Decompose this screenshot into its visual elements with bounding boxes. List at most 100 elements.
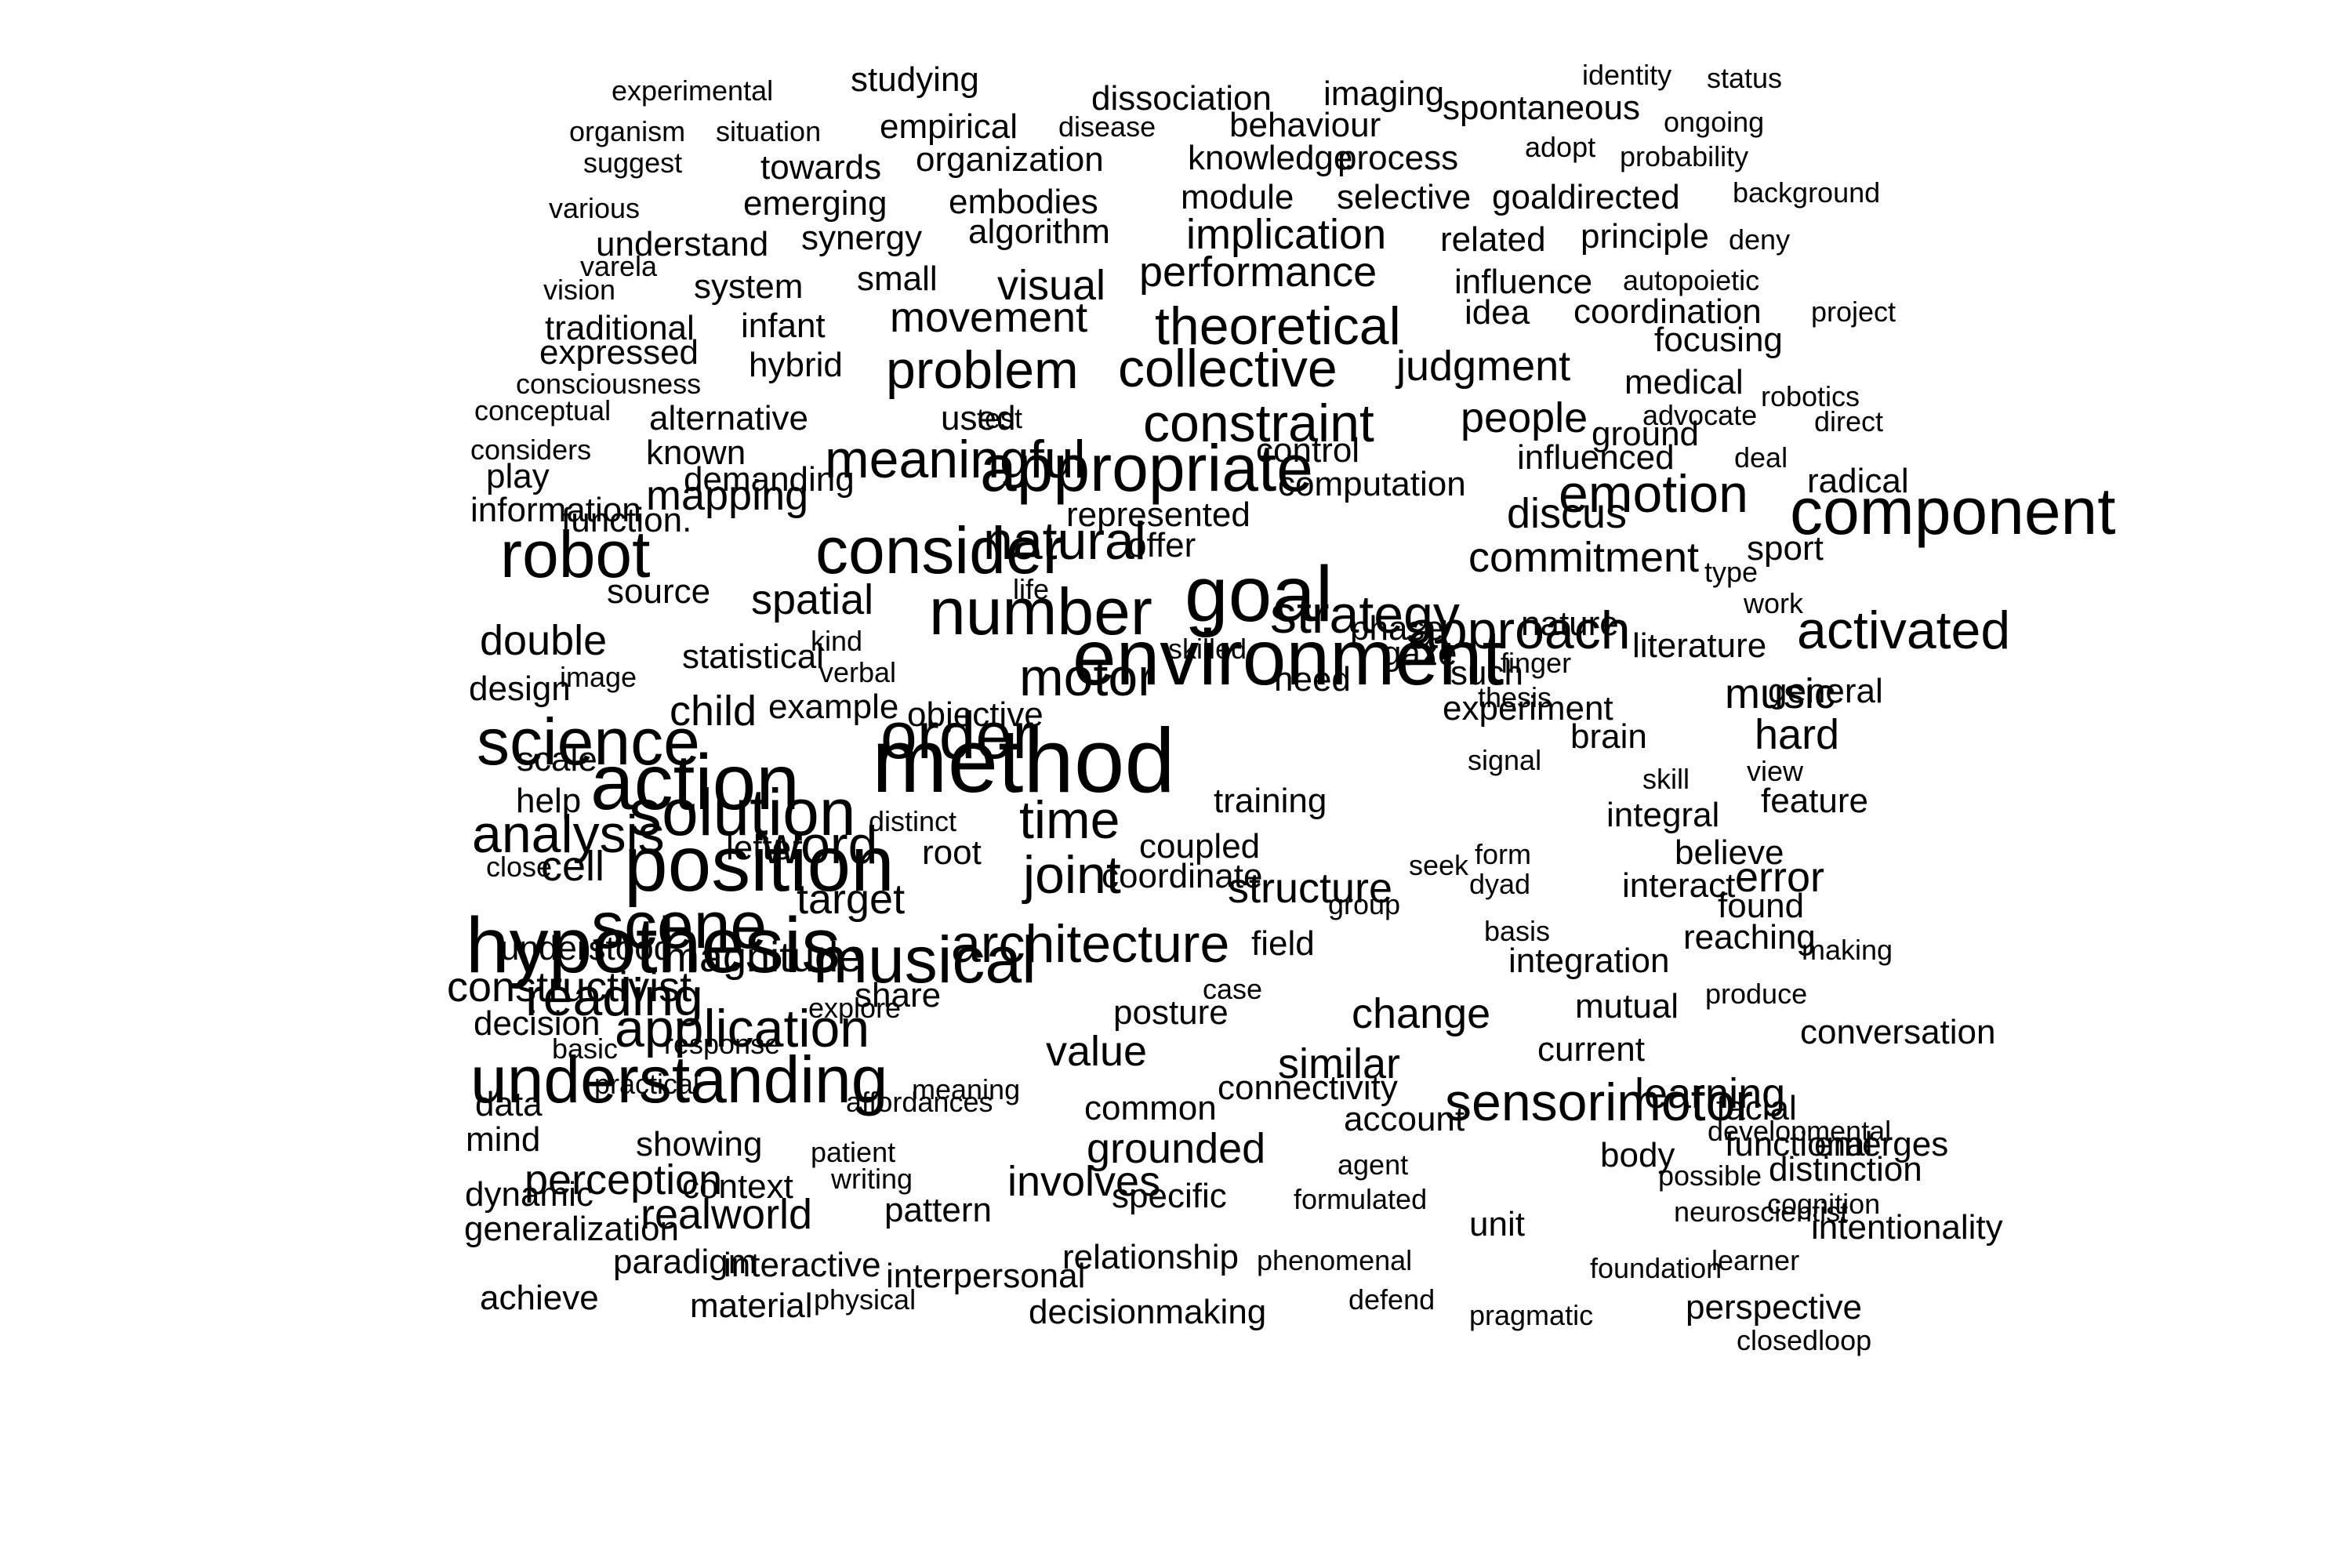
cloud-word: skilled	[1168, 633, 1247, 665]
cloud-word: conceptual	[474, 394, 612, 426]
cloud-word: understood	[500, 929, 673, 967]
cloud-word: account	[1344, 1100, 1465, 1138]
cloud-word: help	[516, 782, 582, 820]
cloud-word: writing	[831, 1163, 913, 1195]
cloud-word: cell	[541, 843, 605, 890]
cloud-word: system	[694, 267, 804, 306]
cloud-word: meaning	[912, 1073, 1021, 1105]
cloud-word: vision	[543, 274, 616, 306]
cloud-word: basic	[552, 1033, 619, 1065]
cloud-word: foundation	[1590, 1252, 1722, 1284]
cloud-word: various	[549, 192, 641, 224]
cloud-word: information	[470, 491, 641, 529]
cloud-word: scene	[591, 888, 768, 962]
cloud-word: discus	[1507, 490, 1628, 537]
cloud-word: known	[646, 434, 746, 472]
cloud-word: scale	[517, 740, 597, 779]
cloud-word: musical	[813, 923, 1036, 996]
cloud-word: produce	[1705, 978, 1808, 1010]
cloud-word: kind	[811, 625, 863, 657]
cloud-word: letter	[726, 829, 803, 867]
cloud-word: represented	[1066, 495, 1250, 534]
cloud-word: problem	[886, 340, 1079, 400]
cloud-word: position	[624, 820, 895, 908]
cloud-word: structure	[1228, 865, 1393, 912]
cloud-word: motor	[1019, 648, 1156, 707]
cloud-word: connectivity	[1218, 1069, 1398, 1107]
cloud-word: objective	[907, 695, 1044, 734]
cloud-word: collective	[1118, 339, 1338, 398]
cloud-word: ongoing	[1664, 106, 1765, 138]
cloud-word: data	[475, 1085, 543, 1123]
cloud-word: joint	[1023, 845, 1121, 905]
cloud-word: time	[1019, 790, 1120, 850]
cloud-word: function.	[561, 501, 692, 539]
cloud-word: spontaneous	[1443, 89, 1640, 127]
cloud-word: developmental	[1708, 1115, 1892, 1147]
cloud-word: robot	[500, 517, 651, 591]
cloud-word: offer	[1127, 526, 1196, 564]
cloud-word: movement	[890, 294, 1088, 341]
cloud-word: found	[1718, 887, 1805, 925]
cloud-word: work	[1744, 587, 1804, 619]
cloud-word: performance	[1139, 249, 1377, 296]
cloud-word: such	[1450, 654, 1523, 692]
cloud-word: integral	[1606, 796, 1720, 834]
cloud-word: paradigm	[613, 1243, 757, 1281]
cloud-word: learner	[1711, 1244, 1800, 1276]
cloud-word: body	[1600, 1136, 1675, 1174]
cloud-word: background	[1733, 176, 1881, 209]
cloud-word: patient	[811, 1136, 896, 1168]
cloud-word: organization	[916, 140, 1104, 179]
cloud-word: dyad	[1469, 868, 1531, 900]
cloud-word: seek	[1409, 849, 1469, 881]
cloud-word: hybrid	[749, 346, 843, 384]
cloud-word: application	[615, 999, 870, 1058]
cloud-word: understand	[596, 225, 769, 263]
cloud-word: realworld	[641, 1191, 813, 1238]
cloud-word: sport	[1747, 529, 1824, 568]
cloud-word: view	[1747, 755, 1804, 787]
cloud-word: knowledge	[1188, 139, 1353, 177]
cloud-word: towards	[760, 148, 882, 187]
cloud-word: environment	[1073, 614, 1504, 702]
cloud-word: behaviour	[1229, 106, 1381, 144]
cloud-word: control	[1256, 431, 1360, 470]
cloud-word: medical	[1624, 363, 1744, 401]
cloud-word: understanding	[470, 1043, 888, 1116]
cloud-word: number	[929, 575, 1152, 648]
cloud-word: distinct	[869, 805, 957, 837]
cloud-word: literature	[1632, 626, 1767, 665]
cloud-word: radical	[1807, 462, 1909, 500]
cloud-word: need	[1274, 660, 1351, 699]
cloud-word: integration	[1508, 942, 1670, 980]
cloud-word: method	[872, 710, 1175, 811]
cloud-word: double	[480, 617, 608, 664]
cloud-word: signal	[1468, 744, 1542, 776]
cloud-word: interact	[1622, 866, 1736, 905]
cloud-word: adopt	[1525, 131, 1596, 163]
cloud-word: emotion	[1559, 464, 1748, 524]
cloud-word: process	[1338, 139, 1459, 177]
cloud-word: material	[690, 1287, 813, 1325]
cloud-word: reading	[525, 967, 703, 1027]
cloud-word: selective	[1337, 178, 1472, 216]
cloud-word: direct	[1814, 405, 1884, 437]
cloud-word: agent	[1338, 1149, 1409, 1181]
cloud-word: goal	[1185, 550, 1334, 638]
cloud-word: related	[1440, 220, 1546, 259]
cloud-word: pattern	[884, 1191, 992, 1229]
cloud-word: brain	[1570, 717, 1647, 756]
cloud-word: mapping	[646, 472, 809, 519]
cloud-word: alternative	[649, 399, 809, 437]
cloud-word: defend	[1348, 1283, 1436, 1316]
cloud-word: type	[1704, 556, 1759, 588]
cloud-word: basis	[1484, 915, 1551, 947]
cloud-word: showing	[636, 1125, 763, 1163]
cloud-word: consciousness	[516, 368, 702, 400]
cloud-word: empirical	[880, 107, 1018, 146]
cloud-word: learning	[1635, 1070, 1786, 1117]
cloud-word: test	[977, 402, 1023, 434]
cloud-word: coordination	[1573, 292, 1762, 331]
cloud-word: sensorimotor	[1445, 1073, 1754, 1132]
